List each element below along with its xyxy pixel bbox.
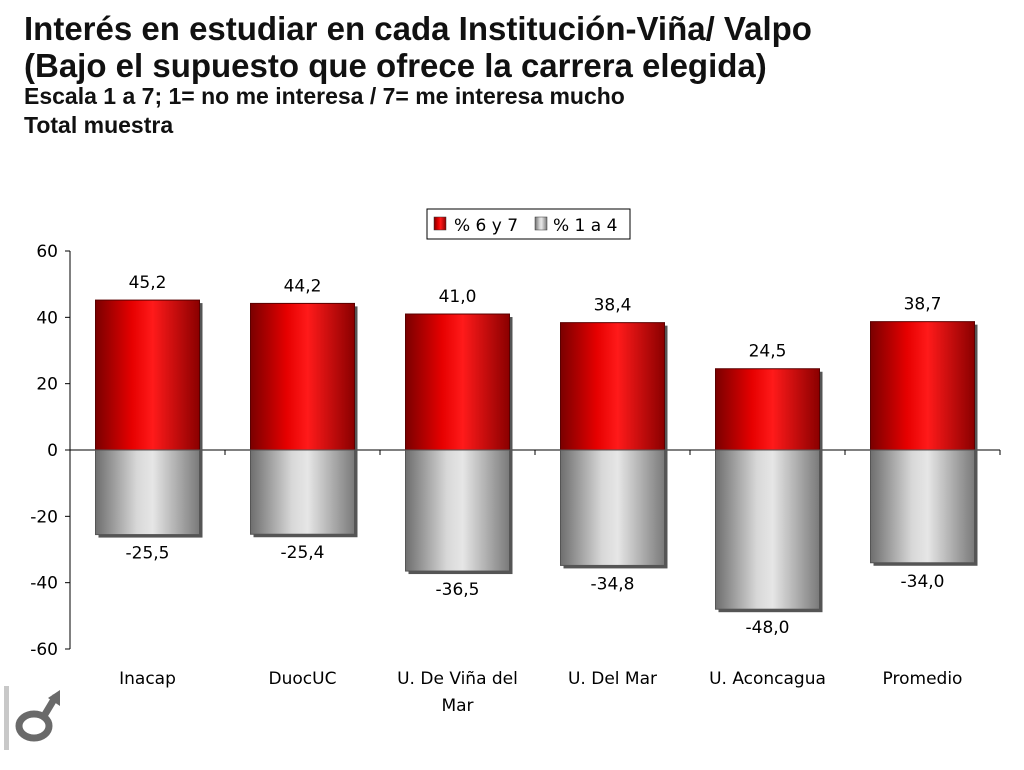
y-tick-label: 60 [36, 242, 58, 262]
y-tick-label: -40 [30, 574, 58, 594]
data-label: 38,4 [594, 296, 632, 316]
legend-label: % 1 a 4 [553, 216, 617, 236]
bar-pct-6-7 [250, 302, 355, 451]
data-label: -34,8 [591, 574, 635, 594]
bar-pct-1-4 [405, 449, 510, 572]
data-label: 45,2 [129, 273, 167, 293]
bar-pct-6-7 [405, 313, 510, 451]
data-label: -36,5 [436, 580, 480, 600]
bar-pct-1-4 [870, 449, 975, 564]
bar-pct-6-7 [870, 321, 975, 451]
bar-pct-6-7 [715, 368, 820, 451]
x-category-label: U. De Viña del [397, 669, 518, 689]
data-label: 38,7 [904, 295, 942, 315]
y-tick-label: 20 [36, 375, 58, 395]
bar-pct-1-4 [250, 449, 355, 535]
data-label: -34,0 [901, 572, 945, 592]
y-tick-label: -20 [30, 507, 58, 527]
data-label: -48,0 [746, 618, 790, 638]
bar-pct-6-7 [560, 322, 665, 451]
bar-pct-1-4 [560, 449, 665, 566]
page-subtitle: (Bajo el supuesto que ofrece la carrera … [24, 47, 767, 84]
legend: % 6 y 7 % 1 a 4 [426, 208, 631, 240]
title-block: Interés en estudiar en cada Institución-… [24, 10, 812, 140]
legend-label: % 6 y 7 [454, 216, 518, 236]
x-category-label: Mar [441, 696, 473, 716]
bar-pct-1-4 [95, 449, 200, 536]
y-tick-label: 40 [36, 308, 58, 328]
bar-pct-1-4 [715, 449, 820, 610]
x-category-label: Inacap [119, 669, 176, 689]
legend-box [426, 208, 631, 240]
page-title: Interés en estudiar en cada Institución-… [24, 10, 812, 47]
data-label: -25,5 [126, 544, 170, 564]
scale-note: Escala 1 a 7; 1= no me interesa / 7= me … [24, 83, 625, 109]
x-category-label: DuocUC [269, 669, 337, 689]
x-category-label: Promedio [883, 669, 963, 689]
data-label: 24,5 [749, 342, 787, 362]
data-label: -25,4 [281, 543, 325, 563]
bar-pct-6-7 [95, 299, 200, 451]
data-label: 41,0 [439, 287, 477, 307]
gender-symbol-logo-icon [4, 686, 68, 766]
data-label: 44,2 [284, 276, 322, 296]
legend-swatch [534, 216, 548, 231]
y-tick-label: 0 [47, 441, 58, 461]
x-category-label: U. Aconcagua [709, 669, 826, 689]
legend-swatch [433, 216, 447, 231]
y-tick-label: -60 [30, 640, 58, 660]
x-category-label: U. Del Mar [568, 669, 657, 689]
sample-note: Total muestra [24, 112, 174, 138]
